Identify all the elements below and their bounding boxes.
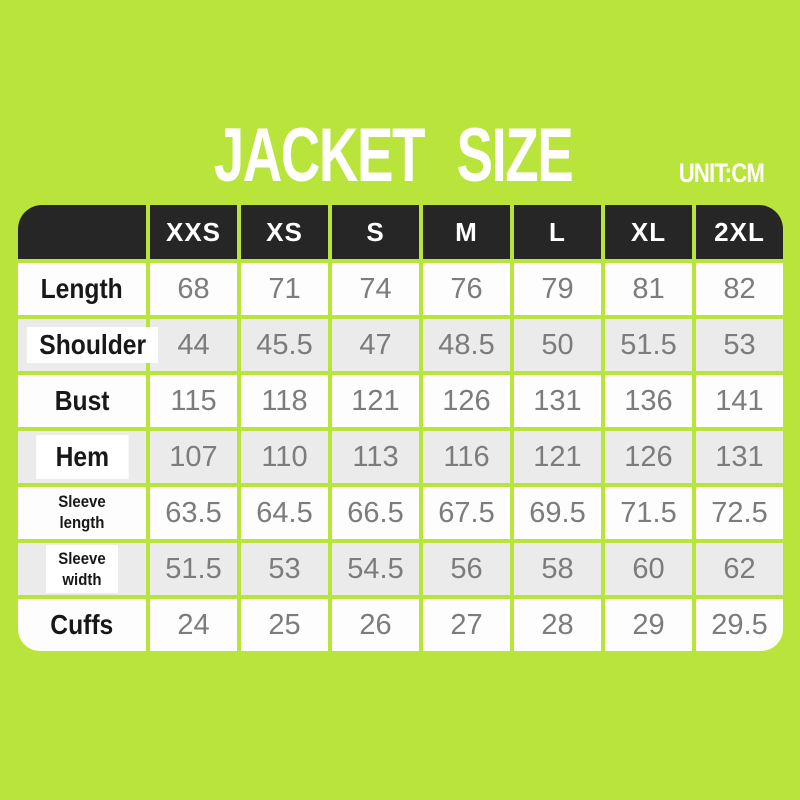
row-label-cuffs: Cuffs (18, 599, 146, 651)
header-size-2xl: 2XL (696, 205, 783, 259)
value-cuffs-s: 26 (332, 599, 419, 651)
value-bust-m: 126 (423, 375, 510, 427)
row-label-text: Sleeve width (45, 544, 119, 594)
value-cuffs-xs: 25 (241, 599, 328, 651)
value-sleeve-length-xl: 71.5 (605, 487, 692, 539)
value-shoulder-s: 47 (332, 319, 419, 371)
value-bust-2xl: 141 (696, 375, 783, 427)
row-label-text: Bust (54, 385, 110, 416)
value-cuffs-l: 28 (514, 599, 601, 651)
value-sleeve-width-2xl: 62 (696, 543, 783, 595)
table-row-length: Length 68 71 74 76 79 81 82 (18, 263, 783, 315)
value-sleeve-width-xl: 60 (605, 543, 692, 595)
value-length-xl: 81 (605, 263, 692, 315)
value-cuffs-2xl: 29.5 (696, 599, 783, 651)
header-size-s: S (332, 205, 419, 259)
value-hem-l: 121 (514, 431, 601, 483)
value-bust-xxs: 115 (150, 375, 237, 427)
size-table: XXS XS S M L XL 2XL Length 68 71 74 76 7… (14, 201, 787, 655)
header-size-l: L (514, 205, 601, 259)
value-sleeve-length-xxs: 63.5 (150, 487, 237, 539)
row-label-sleeve-width: Sleeve width (18, 543, 146, 595)
row-label-text: Shoulder (26, 327, 159, 363)
value-sleeve-width-xxs: 51.5 (150, 543, 237, 595)
value-cuffs-xxs: 24 (150, 599, 237, 651)
value-cuffs-m: 27 (423, 599, 510, 651)
value-sleeve-length-m: 67.5 (423, 487, 510, 539)
header-corner-cell (18, 205, 146, 259)
value-length-l: 79 (514, 263, 601, 315)
value-length-2xl: 82 (696, 263, 783, 315)
row-label-shoulder: Shoulder (18, 319, 159, 371)
row-label-text: Cuffs (50, 609, 114, 640)
header-size-xs: XS (241, 205, 328, 259)
value-length-xxs: 68 (150, 263, 237, 315)
table-row-cuffs: Cuffs 24 25 26 27 28 29 29.5 (18, 599, 783, 651)
row-label-sleeve-length: Sleeve length (18, 487, 146, 539)
value-bust-l: 131 (514, 375, 601, 427)
page-title-text: JACKET SIZE (213, 113, 574, 198)
header-size-m: M (423, 205, 510, 259)
chart-header: JACKET SIZE UNIT:CM (0, 0, 800, 201)
value-bust-xs: 118 (241, 375, 328, 427)
value-length-m: 76 (423, 263, 510, 315)
value-shoulder-l: 50 (514, 319, 601, 371)
value-sleeve-length-2xl: 72.5 (696, 487, 783, 539)
value-hem-xxs: 107 (150, 431, 237, 483)
value-shoulder-xl: 51.5 (605, 319, 692, 371)
value-cuffs-xl: 29 (605, 599, 692, 651)
value-sleeve-width-s: 54.5 (332, 543, 419, 595)
value-sleeve-length-s: 66.5 (332, 487, 419, 539)
unit-label: UNIT:CM (678, 158, 765, 188)
value-sleeve-length-xs: 64.5 (241, 487, 328, 539)
row-label-length: Length (18, 263, 146, 315)
value-hem-xs: 110 (241, 431, 328, 483)
table-row-bust: Bust 115 118 121 126 131 136 141 (18, 375, 783, 427)
value-hem-xl: 126 (605, 431, 692, 483)
value-bust-xl: 136 (605, 375, 692, 427)
header-size-xl: XL (605, 205, 692, 259)
row-label-text: Hem (35, 435, 129, 479)
row-label-text: Sleeve length (58, 491, 106, 533)
value-length-xs: 71 (241, 263, 328, 315)
value-hem-s: 113 (332, 431, 419, 483)
value-sleeve-width-m: 56 (423, 543, 510, 595)
value-shoulder-xs: 45.5 (241, 319, 328, 371)
row-label-text: Length (40, 273, 124, 304)
header-size-xxs: XXS (150, 205, 237, 259)
value-sleeve-width-l: 58 (514, 543, 601, 595)
value-shoulder-m: 48.5 (423, 319, 510, 371)
table-row-shoulder: Shoulder 44 45.5 47 48.5 50 51.5 53 (18, 319, 783, 371)
value-hem-m: 116 (423, 431, 510, 483)
value-length-s: 74 (332, 263, 419, 315)
value-shoulder-xxs: 44 (150, 319, 237, 371)
row-label-hem: Hem (18, 431, 146, 483)
value-sleeve-width-xs: 53 (241, 543, 328, 595)
size-header-row: XXS XS S M L XL 2XL (18, 205, 783, 259)
value-hem-2xl: 131 (696, 431, 783, 483)
page-title: JACKET SIZE (0, 118, 786, 194)
table-row-sleeve-length: Sleeve length 63.5 64.5 66.5 67.5 69.5 7… (18, 487, 783, 539)
table-row-sleeve-width: Sleeve width 51.5 53 54.5 56 58 60 62 (18, 543, 783, 595)
value-shoulder-2xl: 53 (696, 319, 783, 371)
table-row-hem: Hem 107 110 113 116 121 126 131 (18, 431, 783, 483)
value-sleeve-length-l: 69.5 (514, 487, 601, 539)
value-bust-s: 121 (332, 375, 419, 427)
row-label-bust: Bust (18, 375, 146, 427)
